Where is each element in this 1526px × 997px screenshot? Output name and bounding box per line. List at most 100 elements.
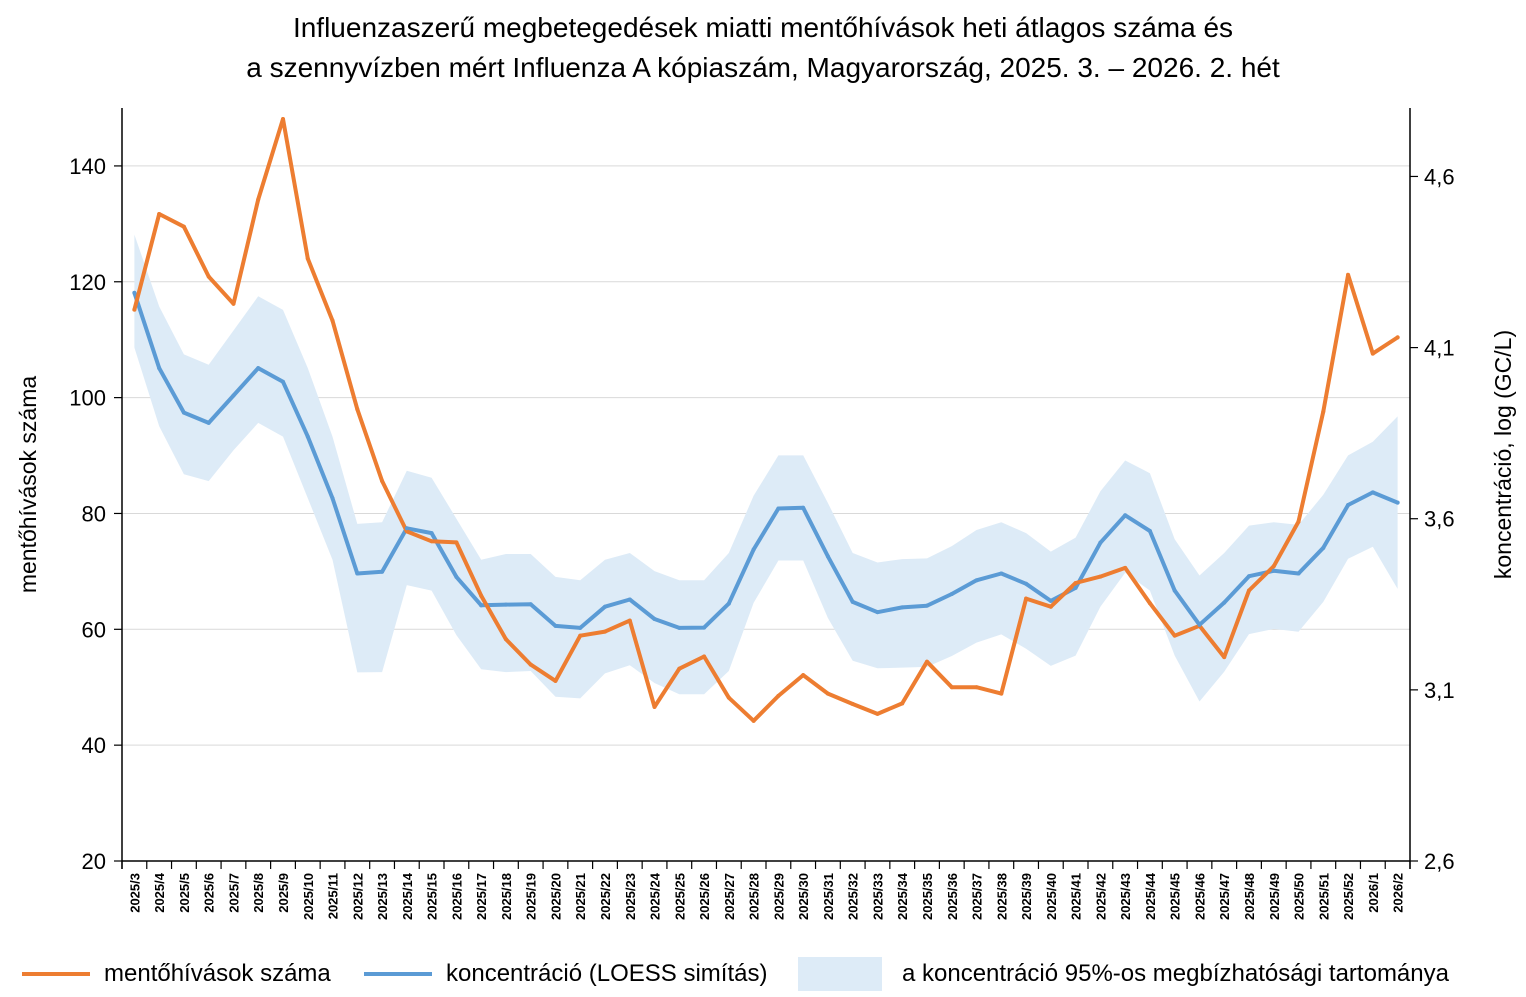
- calls-point: [1346, 272, 1351, 277]
- x-tick-label: 2025/25: [672, 873, 687, 920]
- calls-point: [132, 307, 137, 312]
- x-tick-label: 2025/14: [400, 872, 415, 920]
- x-tick-label: 2025/37: [970, 873, 985, 920]
- calls-point: [627, 618, 632, 623]
- legend-item-concentration: koncentráció (LOESS simítás): [364, 955, 767, 993]
- y-tick-label: 100: [69, 386, 106, 411]
- x-tick-label: 2025/9: [276, 873, 291, 913]
- x-tick-label: 2025/44: [1143, 872, 1158, 920]
- calls-point: [999, 691, 1004, 696]
- calls-point: [850, 702, 855, 707]
- calls-point: [355, 407, 360, 412]
- x-tick-label: 2025/41: [1069, 873, 1084, 920]
- x-tick-label: 2025/15: [425, 873, 440, 920]
- y-axis-title: mentőhívások száma: [15, 376, 41, 594]
- calls-point: [603, 629, 607, 634]
- y2-tick-label: 3,1: [1424, 678, 1455, 703]
- x-tick-label: 2025/36: [945, 873, 960, 920]
- legend-item-calls: mentőhívások száma: [22, 955, 331, 993]
- calls-point: [974, 685, 979, 690]
- concentration-point: [181, 410, 186, 415]
- legend-swatch-concentration: [364, 972, 432, 976]
- calls-point: [1370, 351, 1375, 356]
- concentration-point: [825, 554, 830, 559]
- concentration-point: [1395, 500, 1400, 505]
- x-tick-label: 2025/30: [796, 873, 811, 920]
- calls-point: [256, 197, 261, 202]
- x-tick-label: 2025/21: [573, 873, 588, 920]
- calls-point: [1296, 519, 1301, 524]
- calls-point: [429, 539, 434, 544]
- calls-point: [1271, 564, 1276, 569]
- legend-label-calls: mentőhívások száma: [104, 960, 331, 987]
- x-tick-label: 2025/13: [375, 873, 390, 920]
- concentration-point: [1321, 545, 1326, 550]
- concentration-point: [454, 574, 459, 579]
- calls-point: [949, 685, 954, 690]
- calls-line: [132, 117, 1400, 723]
- calls-point: [1098, 574, 1103, 579]
- x-tick-label: 2025/42: [1093, 873, 1108, 920]
- y-tick-label: 20: [82, 849, 106, 874]
- x-tick-label: 2025/28: [747, 873, 762, 920]
- calls-point: [380, 479, 385, 484]
- calls-point: [677, 666, 682, 671]
- legend-label-concentration: koncentráció (LOESS simítás): [446, 960, 768, 987]
- concentration-point: [206, 420, 211, 425]
- calls-point: [503, 637, 508, 642]
- concentration-point: [1247, 574, 1251, 579]
- calls-point: [702, 654, 707, 659]
- calls-point: [1247, 588, 1251, 593]
- x-tick-label: 2025/27: [722, 873, 737, 920]
- concentration-point: [132, 290, 137, 295]
- calls-point: [181, 224, 186, 229]
- concentration-point: [1222, 600, 1227, 605]
- x-tick-label: 2025/32: [846, 873, 861, 920]
- x-tick-label: 2025/38: [994, 873, 1009, 920]
- concentration-point: [776, 506, 781, 511]
- x-tick-label: 2025/11: [326, 873, 341, 919]
- calls-point: [1147, 601, 1152, 606]
- calls-point: [578, 633, 583, 638]
- x-tick-label: 2025/18: [499, 873, 514, 920]
- x-tick-label: 2025/46: [1192, 873, 1207, 920]
- concentration-point: [1073, 585, 1078, 590]
- calls-point: [825, 691, 830, 696]
- chart-title-line-2: a szennyvízben mért Influenza A kópiaszá…: [246, 52, 1280, 83]
- calls-point: [330, 318, 335, 323]
- x-tick-label: 2025/17: [474, 873, 489, 920]
- legend-label-confidence-band: a koncentráció 95%-os megbízhatósági tar…: [902, 960, 1449, 987]
- concentration-point: [974, 578, 979, 583]
- concentration-point: [999, 571, 1004, 576]
- x-tick-label: 2025/12: [350, 873, 365, 920]
- calls-point: [305, 256, 310, 261]
- calls-point: [1172, 633, 1177, 638]
- calls-point: [206, 274, 211, 279]
- concentration-point: [1197, 622, 1202, 627]
- concentration-point: [875, 610, 880, 615]
- calls-point: [925, 659, 929, 664]
- x-tick-label: 2025/39: [1019, 873, 1034, 920]
- calls-point: [404, 529, 409, 534]
- x-tick-label: 2025/43: [1118, 873, 1133, 920]
- calls-point: [1123, 565, 1128, 570]
- x-tick-label: 2025/5: [177, 873, 192, 913]
- concentration-point: [355, 571, 360, 576]
- concentration-point: [1098, 540, 1103, 545]
- concentration-point: [479, 603, 484, 608]
- x-tick-label: 2025/40: [1044, 873, 1059, 920]
- calls-point: [652, 704, 657, 709]
- concentration-line: [132, 290, 1400, 630]
- x-tick-label: 2025/10: [301, 873, 316, 920]
- concentration-point: [702, 625, 707, 630]
- concentration-point: [157, 366, 162, 371]
- concentration-point: [231, 393, 236, 398]
- calls-point: [1073, 580, 1078, 585]
- x-tick-label: 2025/35: [920, 873, 935, 920]
- calls-point: [1321, 409, 1326, 414]
- y-tick-label: 120: [69, 270, 106, 295]
- y-tick-label: 140: [69, 154, 106, 179]
- concentration-point: [1296, 571, 1301, 576]
- x-tick-label: 2025/33: [870, 873, 885, 920]
- x-tick-label: 2025/24: [648, 872, 663, 920]
